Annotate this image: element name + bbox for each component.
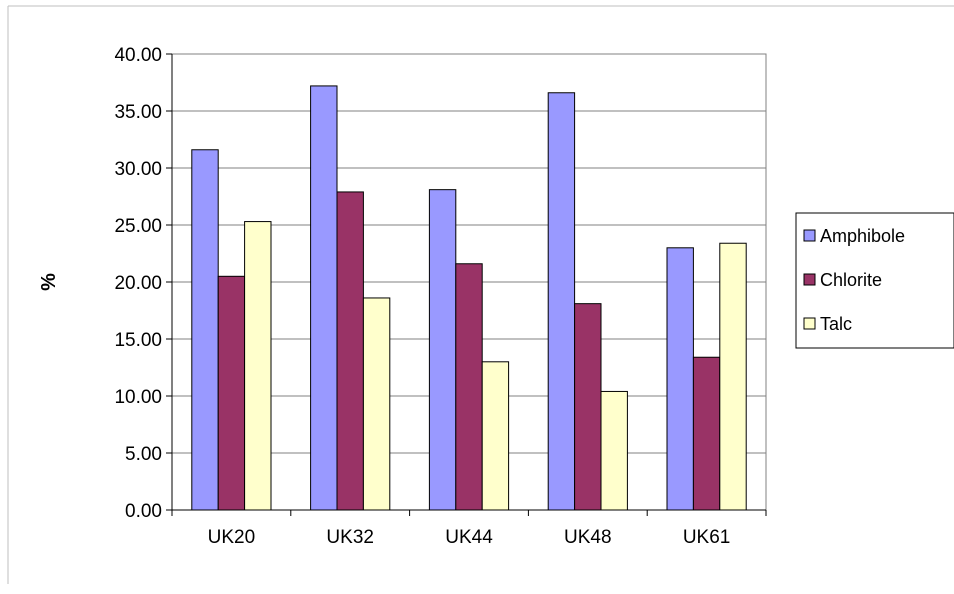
bar-talc-uk48	[600, 390, 628, 511]
legend-swatch-chlorite	[803, 273, 816, 286]
bar-talc-uk61	[719, 242, 747, 511]
bar-amphibole-uk48	[547, 92, 576, 511]
x-tick-label: UK61	[683, 527, 731, 548]
y-tick-label: 25.00	[114, 216, 162, 237]
bar-amphibole-uk61	[666, 247, 694, 511]
bar-amphibole-uk20	[191, 149, 219, 511]
x-axis: UK20 UK32 UK44 UK48 UK61	[171, 509, 767, 548]
legend-label-talc: Talc	[820, 314, 852, 334]
legend-label-amphibole: Amphibole	[820, 226, 905, 246]
y-tick-label: 10.00	[114, 387, 162, 408]
legend-box	[795, 212, 954, 349]
legend: Amphibole Chlorite Talc	[795, 212, 954, 349]
y-tick-label: 15.00	[114, 330, 162, 351]
bar-talc-uk44	[481, 361, 510, 511]
legend-swatch-amphibole	[803, 229, 816, 242]
bars-group	[191, 85, 747, 511]
y-tick-label: 5.00	[125, 444, 162, 465]
bar-chlorite-uk32	[336, 191, 364, 511]
legend-label-chlorite: Chlorite	[820, 270, 882, 290]
y-axis-label: %	[38, 273, 60, 291]
bar-amphibole-uk44	[428, 189, 457, 511]
y-tick-label: 20.00	[114, 273, 162, 294]
bar-talc-uk32	[362, 297, 391, 511]
bar-talc-uk20	[244, 221, 272, 511]
bar-chlorite-uk48	[574, 303, 602, 511]
x-tick-label: UK48	[564, 527, 612, 548]
y-tick-label: 0.00	[125, 501, 162, 522]
bar-chlorite-uk61	[692, 356, 721, 511]
y-tick-label: 30.00	[114, 159, 162, 180]
x-tick-label: UK32	[326, 527, 374, 548]
y-tick-label: 40.00	[114, 45, 162, 66]
bar-chlorite-uk20	[217, 275, 246, 511]
legend-swatch-talc	[803, 317, 816, 330]
y-axis: 0.00 5.00 10.00 15.00 20.00 25.00 30.00 35.00 40…	[114, 45, 173, 522]
bar-amphibole-uk32	[310, 85, 338, 511]
y-tick-label: 35.00	[114, 102, 162, 123]
x-tick-label: UK44	[445, 527, 493, 548]
bar-chlorite-uk44	[455, 263, 483, 511]
x-tick-label: UK20	[208, 527, 256, 548]
